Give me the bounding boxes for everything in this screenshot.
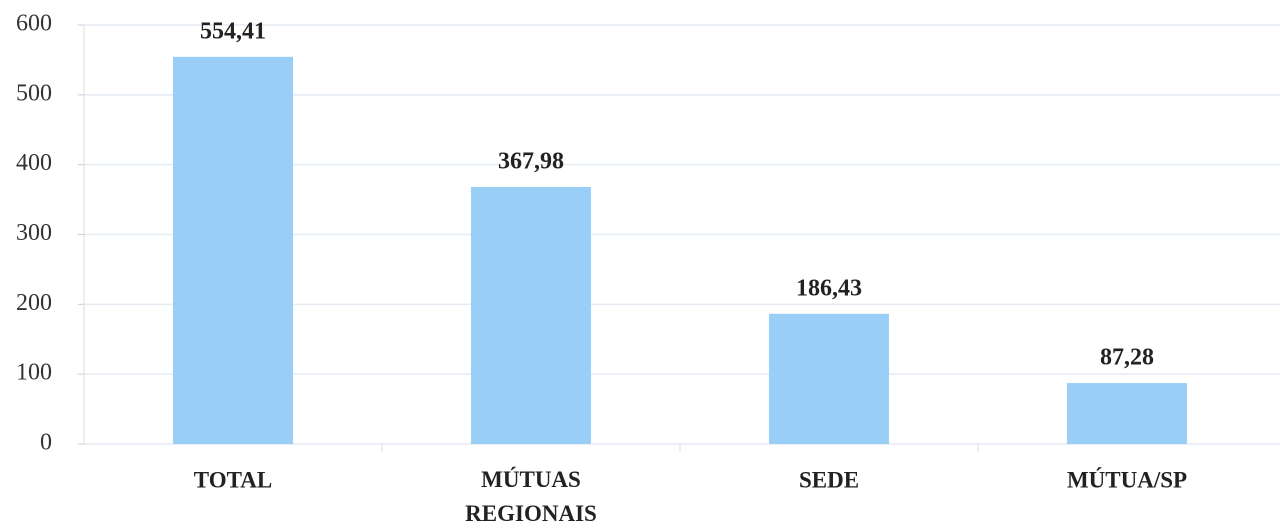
x-tick-label: SEDE <box>799 467 859 492</box>
y-tick-label: 0 <box>40 430 52 456</box>
y-tick-label: 500 <box>16 80 52 106</box>
x-tick-label: MÚTUA/SP <box>1067 467 1187 492</box>
x-tick-label: MÚTUAS REGIONAIS <box>465 467 597 526</box>
value-label: 367,98 <box>498 149 564 175</box>
y-tick-label: 200 <box>16 290 52 316</box>
bar <box>769 313 889 444</box>
y-tick-label: 100 <box>16 360 52 386</box>
bar <box>1067 383 1187 444</box>
y-tick-label: 300 <box>16 220 52 246</box>
value-label: 186,43 <box>796 275 862 301</box>
bar <box>173 56 293 445</box>
value-label: 554,41 <box>200 18 266 44</box>
value-label: 87,28 <box>1100 345 1154 371</box>
bar <box>471 187 591 445</box>
x-tick-label: TOTAL <box>194 467 272 492</box>
y-tick-label: 600 <box>16 11 52 37</box>
y-tick-label: 400 <box>16 150 52 176</box>
